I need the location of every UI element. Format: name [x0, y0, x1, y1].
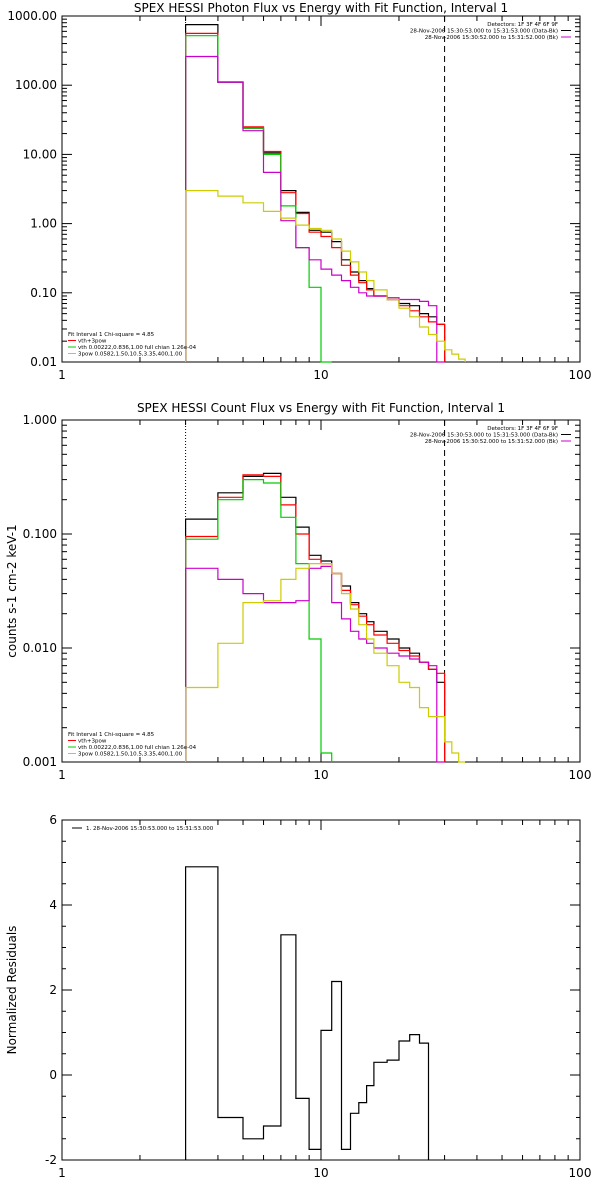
series-1-histogram: [185, 472, 446, 762]
legend-entry: 28-Nov-2006 15:30:53.000 to 15:31:53.000…: [410, 433, 558, 439]
y-tick-label: 0.10: [30, 286, 57, 300]
legend-entry: 1. 28-Nov-2006 15:30:53.000 to 15:31:53.…: [86, 826, 214, 832]
series-5-histogram: [185, 190, 466, 362]
x-tick-label: 1: [58, 1166, 66, 1180]
x-tick-label: 1: [58, 368, 66, 382]
y-tick-label: 10.00: [23, 147, 57, 161]
legend-entry: vth+3pow: [78, 339, 107, 345]
x-tick-label: 10: [313, 1166, 328, 1180]
series-4-histogram: [185, 565, 445, 763]
chart-2: SPEX HESSI Count Flux vs Energy with Fit…: [5, 401, 591, 782]
y-tick-label: 0.001: [23, 755, 57, 769]
legend-entry: 3pow 0.0582,1.50,10.5,3.35,400,1.00: [78, 752, 183, 758]
legend-entry: Detectors: 1F 3F 4F 6F 9F: [487, 22, 558, 28]
y-tick-label: 0.010: [23, 641, 57, 655]
x-tick-label: 100: [569, 368, 592, 382]
legend-entry: vth 0.00222,0.836,1.00 full chian 1.26e-…: [78, 745, 197, 751]
chart-title: SPEX HESSI Photon Flux vs Energy with Fi…: [134, 1, 508, 15]
legend-entry: vth 0.00222,0.836,1.00 full chian 1.26e-…: [78, 345, 197, 351]
y-tick-label: 4: [49, 898, 57, 912]
y-axis-label: counts s-1 cm-2 keV-1: [5, 524, 19, 657]
x-tick-label: 1: [58, 768, 66, 782]
legend-entry: Detectors: 1F 3F 4F 6F 9F: [487, 426, 558, 432]
y-tick-label: 0.01: [30, 355, 57, 369]
series-3-histogram: [185, 479, 333, 762]
legend-entry: 28-Nov-2006 15:30:53.000 to 15:31:53.000…: [410, 29, 558, 35]
y-tick-label: 1.000: [23, 413, 57, 427]
y-tick-label: 2: [49, 983, 57, 997]
y-tick-label: 1.00: [30, 217, 57, 231]
chart-1: SPEX HESSI Photon Flux vs Energy with Fi…: [7, 1, 591, 382]
legend-entry: Fit Interval 1 Chi-square = 4.85: [68, 332, 155, 338]
series-1-histogram: [185, 866, 430, 1160]
legend-entry: Fit Interval 1 Chi-square = 4.85: [68, 732, 155, 738]
y-tick-label: 0: [49, 1068, 57, 1082]
legend-entry: 28-Nov-2006 15:30:52.000 to 15:31:52.000…: [425, 35, 558, 41]
x-tick-label: 10: [313, 368, 328, 382]
legend-entry: vth+3pow: [78, 739, 107, 745]
y-axis-label: Normalized Residuals: [5, 926, 19, 1055]
series-3-histogram: [185, 35, 332, 363]
legend-entry: 28-Nov-2006 15:30:52.000 to 15:31:52.000…: [425, 439, 558, 445]
series-5-histogram: [185, 563, 466, 763]
x-tick-label: 100: [569, 1166, 592, 1180]
legend-entry: 3pow 0.0582,1.50,10.5,3.35,400,1.00: [78, 352, 183, 358]
series-1-histogram: [185, 24, 446, 362]
chart-3: 1 10 100 -2 0 2 4 6 Normalized Residuals 1. 28-No…: [5, 813, 591, 1180]
y-tick-label: -2: [45, 1153, 57, 1167]
x-tick-label: 100: [569, 768, 592, 782]
series-2-histogram: [185, 474, 446, 762]
y-tick-label: 6: [49, 813, 57, 827]
x-tick-label: 10: [313, 768, 328, 782]
y-tick-label: 0.100: [23, 527, 57, 541]
series-4-histogram: [185, 55, 445, 363]
y-tick-label: 1000.00: [7, 9, 57, 23]
y-tick-label: 100.00: [15, 78, 57, 92]
chart-title: SPEX HESSI Count Flux vs Energy with Fit…: [137, 401, 505, 415]
